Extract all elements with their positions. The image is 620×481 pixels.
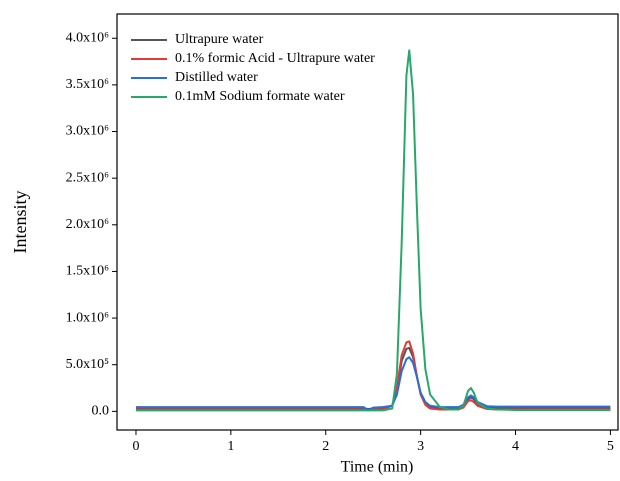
x-axis-label: Time (min) xyxy=(341,459,414,476)
series-line xyxy=(135,346,611,411)
y-tick-label: 3.0x10⁶ xyxy=(66,124,110,139)
plot-frame xyxy=(116,13,619,431)
legend-label: Ultrapure water xyxy=(175,32,264,47)
y-tick-label: 2.0x10⁶ xyxy=(66,217,110,232)
legend-label: 0.1mM Sodium formate water xyxy=(175,89,345,104)
y-tick-label: 3.5x10⁶ xyxy=(66,77,110,92)
y-tick-label: 1.5x10⁶ xyxy=(66,264,110,279)
series-line xyxy=(135,356,611,412)
x-tick-label: 5 xyxy=(607,439,614,454)
x-tick-label: 0 xyxy=(132,439,139,454)
legend-label: 0.1% formic Acid - Ultrapure water xyxy=(175,51,375,66)
x-tick-label: 2 xyxy=(322,439,329,454)
legend-label: Distilled water xyxy=(175,70,258,85)
y-tick-label: 1.0x10⁶ xyxy=(66,310,110,325)
y-axis-label: Intensity xyxy=(10,191,30,254)
x-tick-label: 1 xyxy=(227,439,234,454)
y-tick-label: 4.0x10⁶ xyxy=(66,30,110,45)
series-line xyxy=(135,340,611,411)
x-tick-label: 4 xyxy=(512,439,519,454)
x-tick-label: 3 xyxy=(417,439,424,454)
series-line xyxy=(135,49,611,412)
y-tick-label: 5.0x10⁵ xyxy=(66,357,110,372)
y-tick-label: 2.5x10⁶ xyxy=(66,170,110,185)
y-tick-label: 0.0 xyxy=(92,404,110,419)
